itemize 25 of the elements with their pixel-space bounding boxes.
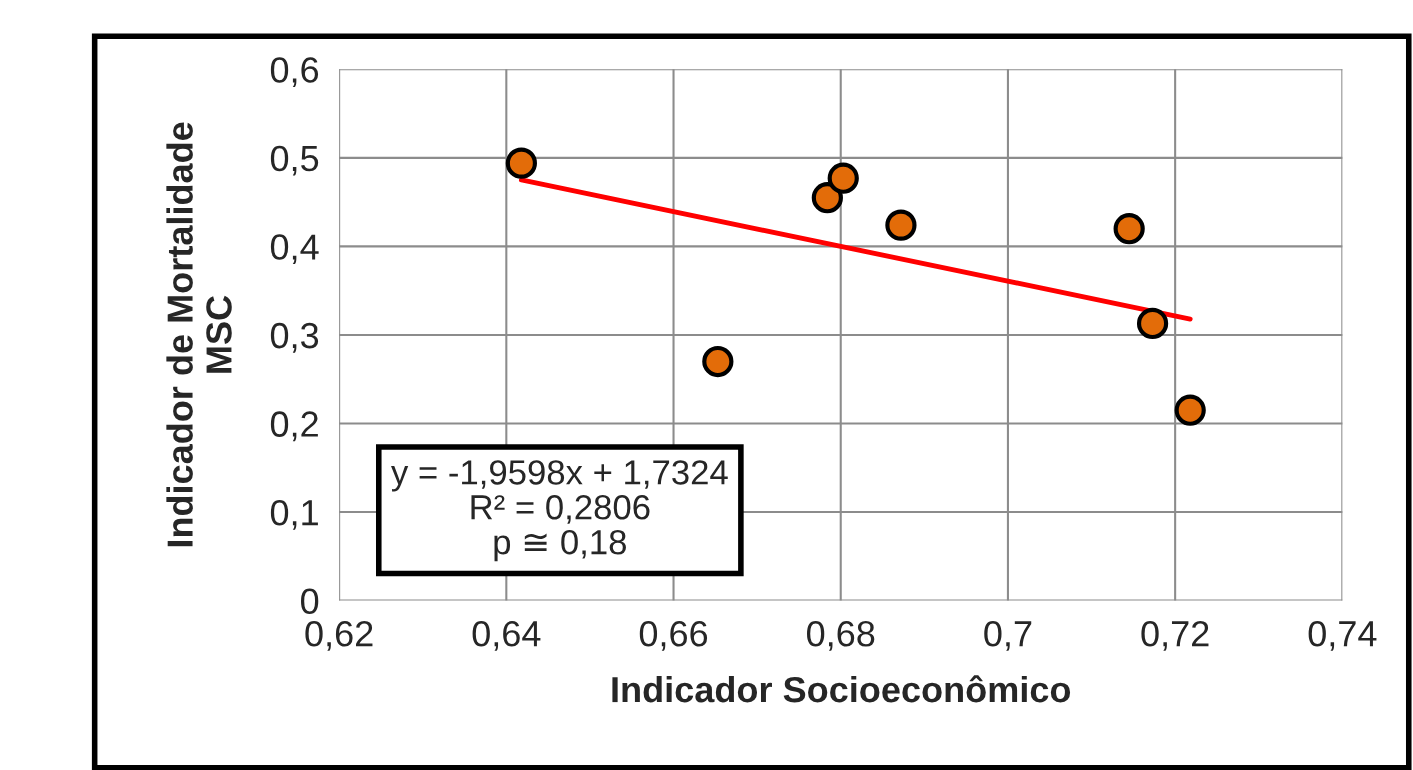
y-tick-label: 0,5 <box>270 145 319 176</box>
x-tick-label: 0,7 <box>984 621 1032 651</box>
point <box>702 345 734 378</box>
point <box>1136 307 1169 340</box>
x-axis-title: Indicador Socioeconômico <box>612 675 1071 703</box>
point <box>1174 394 1206 426</box>
x-tick-label: 0,72 <box>1141 621 1209 651</box>
x-tick-label: 0,74 <box>1308 621 1377 651</box>
y-tick-label: 0,6 <box>270 57 319 88</box>
x-tick-label: 0,66 <box>639 621 708 651</box>
y-tick-label: 0,2 <box>270 411 318 442</box>
point <box>827 162 859 194</box>
y-tick-label: 0 <box>301 588 319 615</box>
annotation: y = -1,9598x + 1,7324 R² = 0,2806 p ≅ 0,18 <box>391 460 728 562</box>
x-tick-label: 0,64 <box>472 621 541 651</box>
y-axis-title: Indicador de Mortalidade MSC <box>166 122 232 547</box>
y-tick-label: 0,3 <box>270 322 319 353</box>
x-tick-label: 0,62 <box>305 621 373 651</box>
point <box>505 147 537 179</box>
point <box>1113 213 1145 245</box>
point <box>811 182 843 214</box>
y-tick-label: 0,1 <box>270 499 318 530</box>
x-tick-label: 0,68 <box>807 621 875 651</box>
point <box>885 209 917 241</box>
y-tick-label: 0,4 <box>270 234 319 265</box>
